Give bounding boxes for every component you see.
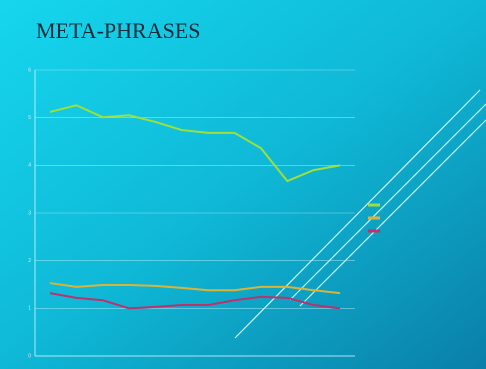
y-tick-label: 1 <box>28 306 31 312</box>
y-tick-label: 6 <box>28 67 31 73</box>
y-tick-label: 2 <box>28 258 31 264</box>
series-line <box>49 104 341 183</box>
y-tick-label: 5 <box>28 115 31 121</box>
y-tick-label: 0 <box>28 353 31 359</box>
y-tick-label: 4 <box>28 163 31 169</box>
series-line <box>49 282 341 295</box>
y-tick-label: 3 <box>28 210 31 216</box>
chart-title: META-PHRASES <box>36 18 200 43</box>
series-line <box>49 292 341 310</box>
